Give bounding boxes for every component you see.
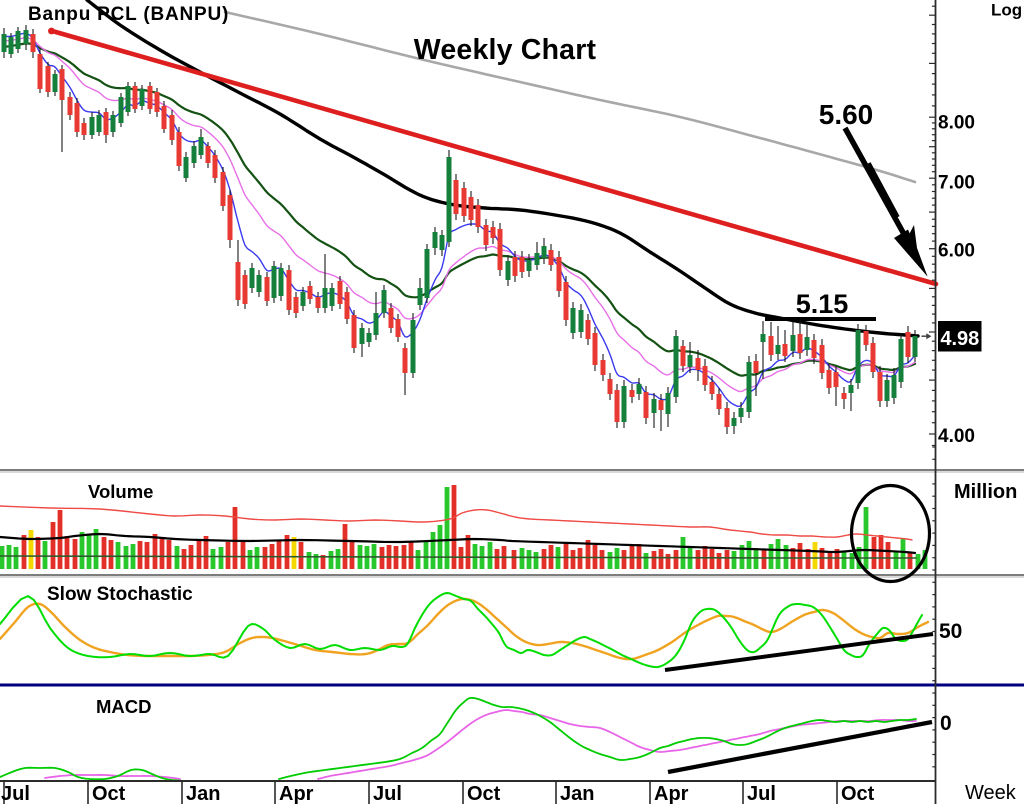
svg-text:Jul: Jul — [373, 783, 402, 804]
svg-text:Banpu PCL (BANPU): Banpu PCL (BANPU) — [28, 4, 229, 25]
svg-text:8.00: 8.00 — [938, 113, 975, 134]
svg-text:Slow Stochastic: Slow Stochastic — [47, 584, 193, 605]
svg-text:5.15: 5.15 — [796, 289, 849, 319]
svg-text:Jul: Jul — [747, 783, 776, 804]
svg-text:Apr: Apr — [654, 783, 689, 804]
svg-text:Million: Million — [954, 481, 1017, 503]
svg-text:Oct: Oct — [92, 783, 126, 804]
svg-text:4.00: 4.00 — [938, 426, 975, 447]
svg-text:Volume: Volume — [88, 481, 153, 502]
svg-text:Apr: Apr — [279, 783, 314, 804]
svg-text:Log: Log — [991, 1, 1022, 20]
svg-text:Jul: Jul — [1, 783, 30, 804]
svg-text:Oct: Oct — [841, 783, 875, 804]
svg-text:0: 0 — [940, 712, 952, 735]
svg-text:7.00: 7.00 — [938, 173, 975, 194]
svg-text:5.60: 5.60 — [819, 99, 874, 130]
svg-text:Jan: Jan — [560, 783, 594, 804]
svg-text:MACD: MACD — [96, 696, 152, 717]
svg-text:Jan: Jan — [186, 783, 220, 804]
svg-text:4.98: 4.98 — [940, 328, 979, 350]
svg-text:Week: Week — [965, 782, 1017, 804]
svg-text:Oct: Oct — [467, 783, 501, 804]
svg-text:Weekly Chart: Weekly Chart — [414, 34, 597, 66]
svg-text:50: 50 — [939, 620, 962, 643]
svg-text:6.00: 6.00 — [938, 241, 975, 262]
